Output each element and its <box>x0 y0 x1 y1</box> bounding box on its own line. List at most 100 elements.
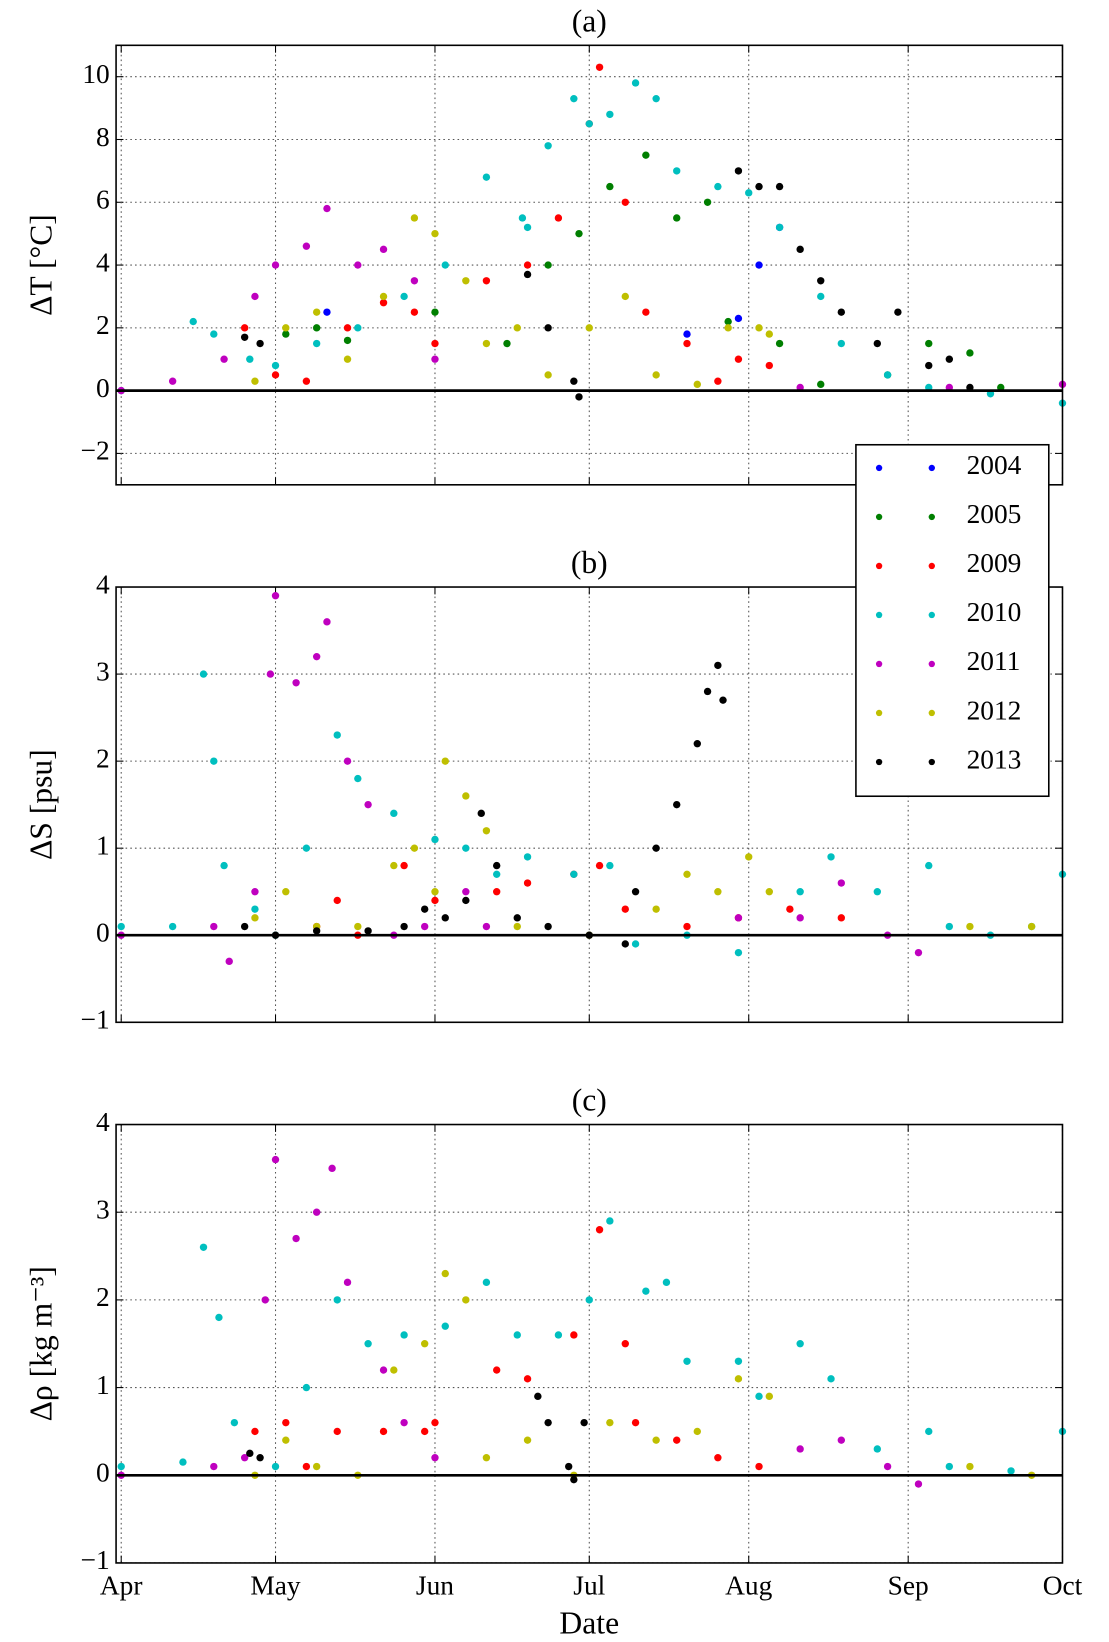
data-point <box>199 670 208 678</box>
data-point <box>333 1296 341 1304</box>
data-point <box>225 957 233 966</box>
data-point <box>631 888 640 896</box>
data-point <box>606 110 614 119</box>
data-point <box>354 261 362 269</box>
data-point <box>873 888 882 896</box>
data-point <box>585 1296 593 1304</box>
data-point <box>323 308 331 316</box>
data-point <box>673 800 681 809</box>
data-point <box>837 879 846 887</box>
data-point <box>775 182 784 191</box>
panel: (b) ΔS [psu] −1 0 1 2 3 4 <box>24 545 1067 1035</box>
data-point <box>683 870 691 878</box>
data-point <box>390 861 398 870</box>
x-tick-label: Sep <box>888 1571 929 1601</box>
data-point <box>837 308 846 316</box>
data-point <box>462 277 470 285</box>
data-point <box>282 1436 290 1444</box>
data-point <box>652 1436 660 1444</box>
legend-label: 2010 <box>967 597 1022 627</box>
legend-label: 2005 <box>967 499 1022 529</box>
data-point <box>251 914 259 922</box>
data-point <box>883 371 892 379</box>
data-point <box>410 214 419 222</box>
data-point <box>256 339 264 348</box>
data-point <box>493 870 501 878</box>
data-point <box>251 292 259 301</box>
data-point <box>240 333 249 341</box>
data-point <box>513 922 521 931</box>
data-point <box>117 922 125 931</box>
data-point <box>343 355 352 363</box>
data-point <box>652 94 660 103</box>
data-point <box>837 914 846 922</box>
data-point <box>621 905 629 913</box>
data-point <box>210 757 218 765</box>
data-point <box>837 1436 846 1444</box>
data-point <box>714 1454 722 1462</box>
data-point <box>420 905 429 913</box>
data-point <box>683 1357 691 1365</box>
data-point <box>312 927 321 935</box>
data-point <box>462 792 470 800</box>
data-point <box>724 317 732 326</box>
data-point <box>945 1462 954 1471</box>
legend-marker <box>875 660 883 668</box>
data-point <box>210 1462 218 1471</box>
data-point <box>570 1331 578 1339</box>
data-point <box>523 1436 532 1444</box>
data-point <box>333 1427 341 1436</box>
data-point <box>462 1296 470 1304</box>
data-point <box>420 1340 429 1348</box>
data-point <box>493 888 501 896</box>
data-point <box>544 1418 552 1427</box>
data-point <box>410 277 419 285</box>
data-point <box>642 151 650 159</box>
data-point <box>796 888 804 896</box>
data-point <box>570 94 578 103</box>
data-point <box>302 844 311 852</box>
data-point <box>606 1418 614 1427</box>
data-point <box>364 800 372 809</box>
data-point <box>482 339 491 348</box>
data-point <box>312 1208 321 1216</box>
data-point <box>431 888 439 896</box>
data-point <box>364 1340 372 1348</box>
data-point <box>796 914 804 922</box>
data-point <box>364 927 372 935</box>
legend-marker <box>928 562 935 570</box>
data-point <box>240 1454 249 1462</box>
data-point <box>693 740 701 748</box>
data-point <box>523 223 532 232</box>
y-tick-label: 4 <box>96 569 110 599</box>
x-axis-label: Date <box>559 1605 619 1640</box>
data-point <box>765 361 773 370</box>
y-tick-label: 10 <box>82 59 109 89</box>
x-tick-label: Apr <box>100 1571 143 1601</box>
panel: (a) ΔT [°C] −2 0 2 4 6 8 10 <box>24 3 1067 486</box>
x-tick-label: May <box>250 1571 301 1601</box>
data-point <box>343 324 352 332</box>
data-point <box>431 308 439 316</box>
data-point <box>523 879 532 887</box>
data-point <box>703 687 712 696</box>
data-point <box>1007 1467 1015 1475</box>
data-point <box>462 896 470 905</box>
data-point <box>215 1313 223 1322</box>
data-point <box>400 922 408 931</box>
legend-marker <box>928 464 935 472</box>
data-point <box>240 922 249 931</box>
data-point <box>271 361 280 370</box>
data-point <box>966 349 974 357</box>
data-point <box>652 371 660 379</box>
data-point <box>837 339 846 348</box>
data-point <box>312 1462 321 1471</box>
data-point <box>482 1278 491 1287</box>
y-tick-label: 3 <box>96 656 110 686</box>
data-point <box>333 896 341 905</box>
data-point <box>575 393 583 401</box>
data-point <box>765 330 773 338</box>
data-point <box>606 1217 614 1225</box>
data-point <box>693 380 701 389</box>
data-point <box>755 182 763 191</box>
